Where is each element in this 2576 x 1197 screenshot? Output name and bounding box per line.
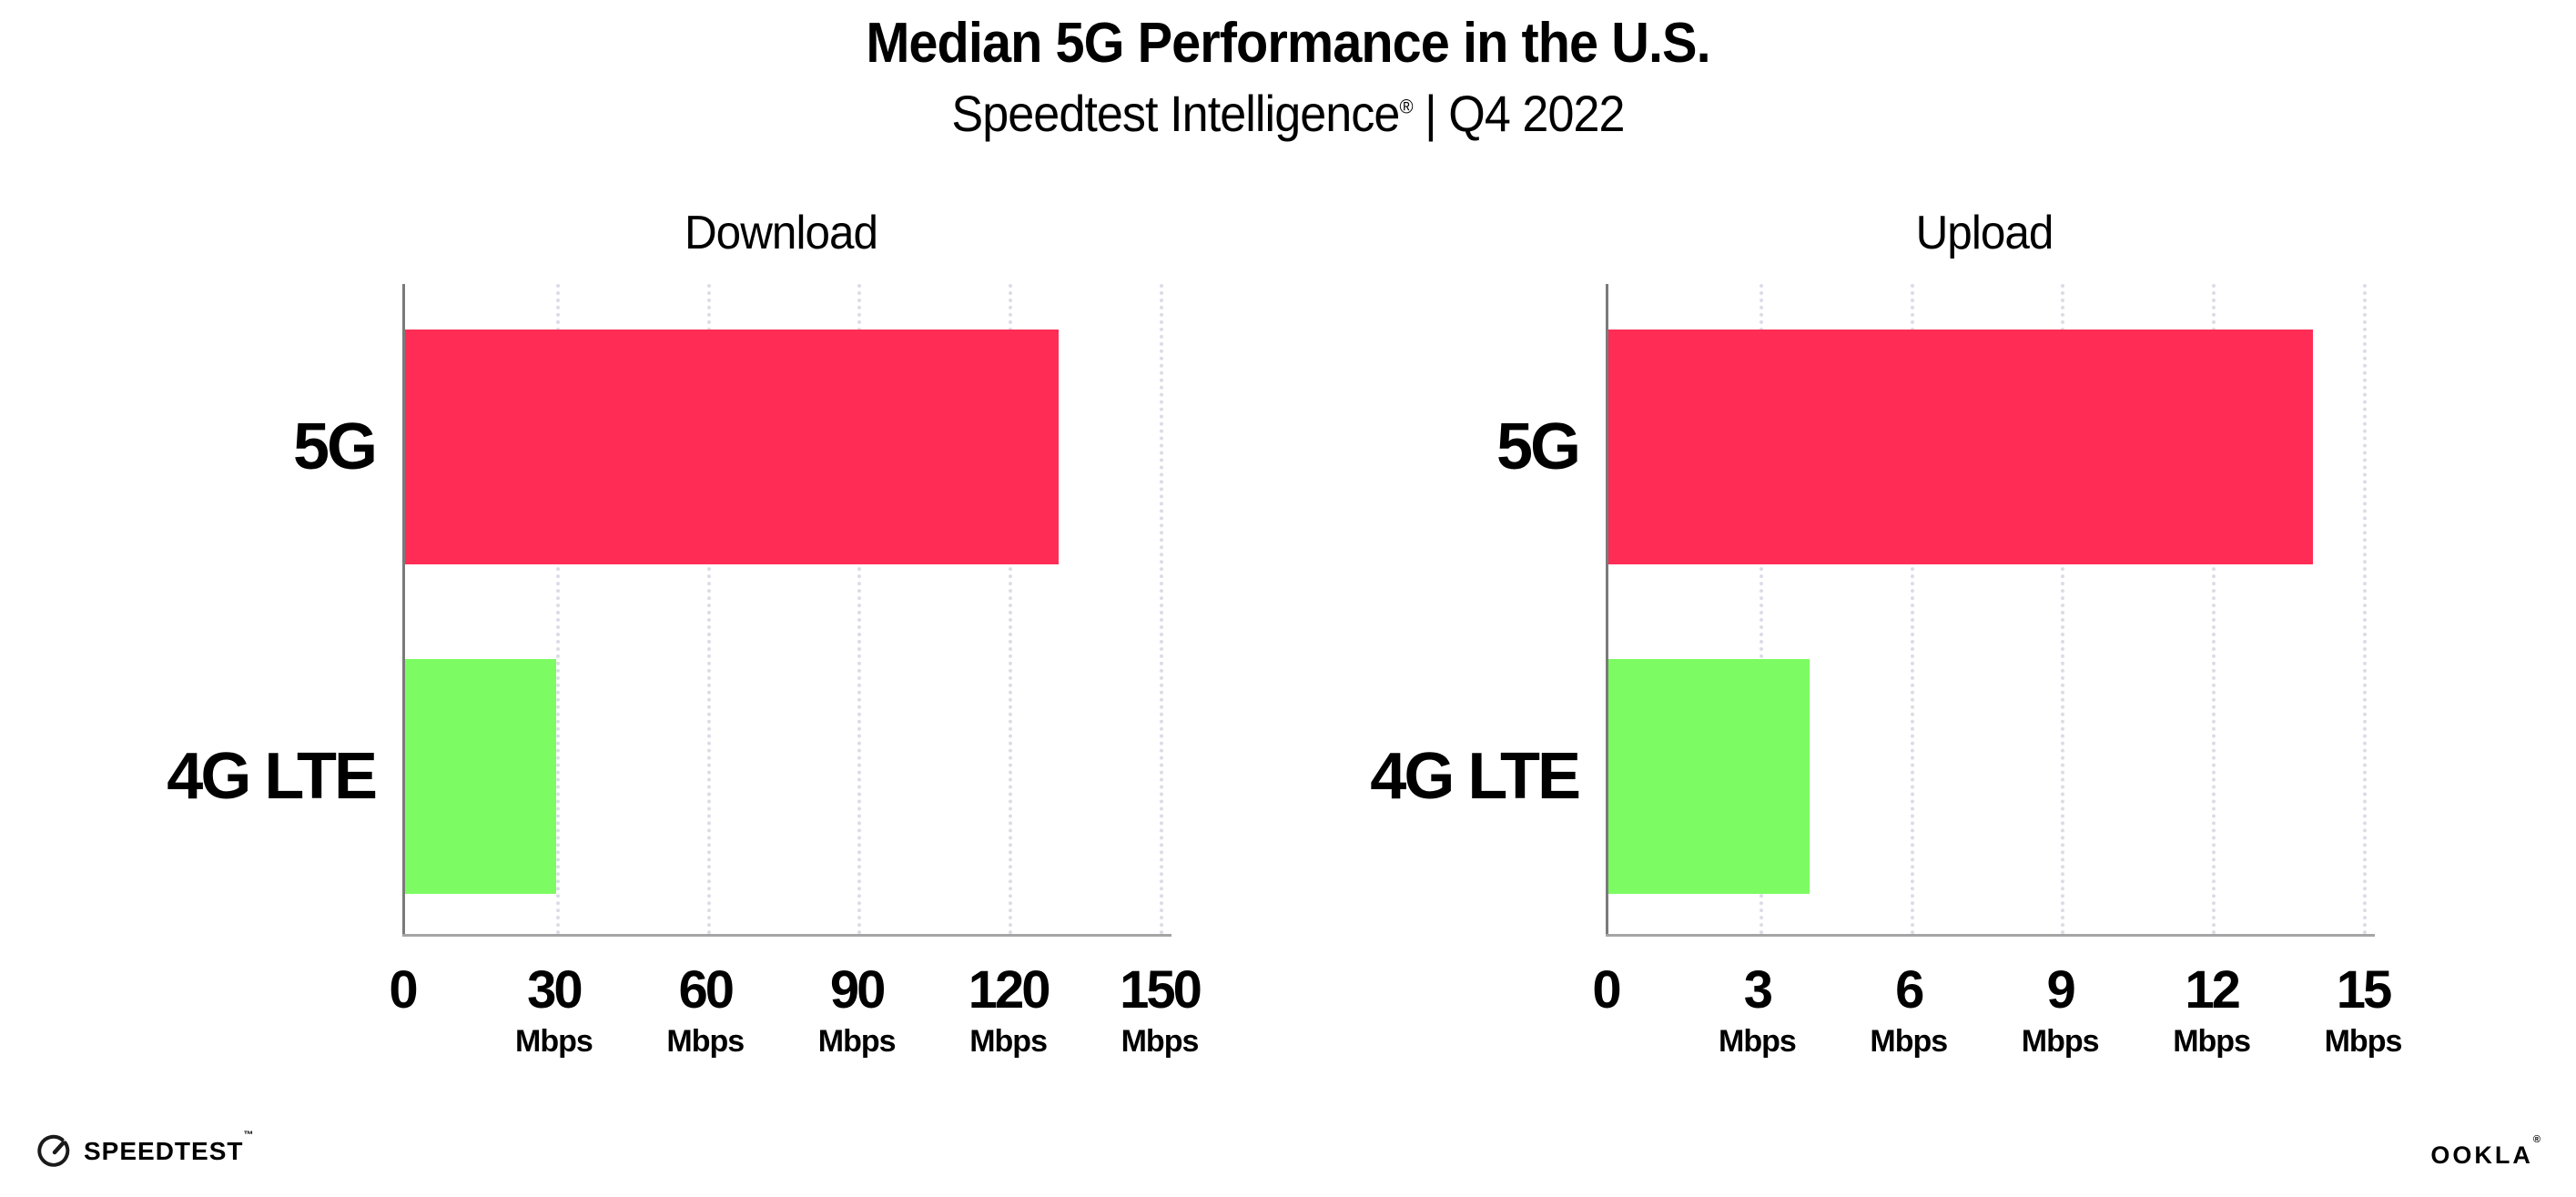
download-x-tick-value-120: 120 xyxy=(968,960,1051,1020)
charts-container: Download 5G 4G LTE 0 30 Mbps 60 Mbps 90 Mbps 120… xyxy=(0,206,2576,1060)
download-x-tick-90: 90 Mbps xyxy=(817,960,897,1060)
footer: SPEEDTEST™ OOKLA® xyxy=(0,1115,2576,1197)
speedtest-tm-mark: ™ xyxy=(243,1130,255,1141)
ookla-logo: OOKLA® xyxy=(2430,1134,2543,1170)
upload-gridline-12 xyxy=(2212,284,2216,936)
download-x-axis: 0 30 Mbps 60 Mbps 90 Mbps 120 Mbps 150 Mbps xyxy=(389,935,1202,1060)
upload-x-tick-15: 15 Mbps xyxy=(2324,960,2403,1060)
upload-bar-5g xyxy=(1608,330,2313,565)
download-gridline-90 xyxy=(857,284,862,936)
download-x-tick-value-0: 0 xyxy=(389,960,418,1020)
download-x-tick-value-30: 30 xyxy=(527,960,583,1020)
upload-plot-area xyxy=(1606,284,2375,938)
upload-x-tick-unit-15: Mbps xyxy=(2324,1024,2403,1060)
upload-x-tick-6: 6 Mbps xyxy=(1870,960,1948,1060)
category-label-5g: 5G xyxy=(1496,411,1581,484)
upload-gridline-9 xyxy=(2061,284,2065,936)
upload-x-tick-value-0: 0 xyxy=(1592,960,1621,1020)
upload-x-tick-0: 0 xyxy=(1592,960,1621,1020)
download-plot-wrap: 5G 4G LTE xyxy=(138,284,1171,938)
download-gridline-120 xyxy=(1009,284,1013,936)
upload-plot-wrap: 5G 4G LTE xyxy=(1342,284,2375,938)
download-x-tick-unit-120: Mbps xyxy=(969,1024,1048,1060)
download-chart-title: Download xyxy=(684,207,878,260)
download-x-tick-value-90: 90 xyxy=(829,960,887,1020)
category-label-4g-lte: 4G LTE xyxy=(1370,740,1581,814)
download-x-tick-unit-150: Mbps xyxy=(1121,1024,1200,1060)
category-label-5g: 5G xyxy=(292,411,378,484)
download-gridline-30 xyxy=(555,284,560,936)
upload-gridlines xyxy=(1608,284,2367,936)
download-x-tick-value-150: 150 xyxy=(1120,960,1202,1020)
download-bar-5g xyxy=(405,330,1060,565)
upload-x-tick-value-15: 15 xyxy=(2336,960,2393,1020)
download-x-tick-120: 120 Mbps xyxy=(968,960,1051,1060)
ookla-registered-mark: ® xyxy=(2532,1134,2543,1145)
download-x-tick-value-60: 60 xyxy=(678,960,735,1020)
upload-bar-row-4g-lte xyxy=(1608,659,2363,895)
upload-category-labels: 5G 4G LTE xyxy=(1342,284,1606,935)
download-category-labels: 5G 4G LTE xyxy=(138,284,402,935)
upload-x-tick-value-12: 12 xyxy=(2185,960,2241,1020)
upload-bar-row-5g xyxy=(1608,330,2363,565)
download-bar-4g-lte xyxy=(405,659,556,895)
download-x-tick-unit-30: Mbps xyxy=(515,1024,593,1060)
download-x-tick-60: 60 Mbps xyxy=(666,960,745,1060)
upload-chart-title: Upload xyxy=(1915,207,2054,260)
speedtest-wordmark: SPEEDTEST™ xyxy=(84,1130,255,1165)
upload-x-tick-value-9: 9 xyxy=(2046,960,2076,1020)
upload-gridline-15 xyxy=(2363,284,2367,936)
download-x-tick-unit-60: Mbps xyxy=(666,1024,745,1060)
download-gridline-60 xyxy=(706,284,711,936)
upload-x-tick-9: 9 Mbps xyxy=(2021,960,2100,1060)
speedtest-logo: SPEEDTEST™ xyxy=(36,1130,255,1170)
download-x-tick-150: 150 Mbps xyxy=(1120,960,1202,1060)
upload-x-tick-unit-3: Mbps xyxy=(1719,1024,1797,1060)
download-x-tick-unit-90: Mbps xyxy=(817,1024,897,1060)
upload-x-axis: 0 3 Mbps 6 Mbps 9 Mbps 12 Mbps 15 Mbps xyxy=(1592,935,2402,1060)
registered-mark: ® xyxy=(1399,95,1413,118)
download-bar-row-4g-lte xyxy=(405,659,1160,895)
upload-x-axis-line xyxy=(1606,934,2375,938)
upload-x-tick-unit-12: Mbps xyxy=(2173,1024,2251,1060)
ookla-wordmark: OOKLA xyxy=(2430,1141,2533,1169)
subtitle-period: | Q4 2022 xyxy=(1412,85,1625,143)
download-bars xyxy=(405,284,1160,935)
download-chart-panel: Download 5G 4G LTE 0 30 Mbps 60 Mbps 90 Mbps 120… xyxy=(138,206,1202,1060)
upload-bars xyxy=(1608,284,2363,935)
upload-x-tick-3: 3 Mbps xyxy=(1719,960,1797,1060)
speedtest-gauge-icon xyxy=(37,1134,70,1167)
upload-x-tick-unit-6: Mbps xyxy=(1870,1024,1948,1060)
upload-x-tick-12: 12 Mbps xyxy=(2173,960,2251,1060)
download-x-tick-0: 0 xyxy=(389,960,418,1020)
upload-x-tick-unit-9: Mbps xyxy=(2021,1024,2100,1060)
upload-gridline-6 xyxy=(1910,284,1914,936)
upload-gridline-3 xyxy=(1759,284,1763,936)
download-plot-area xyxy=(402,284,1171,938)
upload-chart-panel: Upload 5G 4G LTE 0 3 Mbps 6 Mbps 9 Mbps 12 Mbps 15… xyxy=(1342,206,2402,1060)
upload-bar-4g-lte xyxy=(1608,659,1810,895)
category-label-4g-lte: 4G LTE xyxy=(167,740,378,814)
page-subtitle: Speedtest Intelligence® | Q4 2022 xyxy=(90,83,2486,144)
upload-x-tick-value-6: 6 xyxy=(1895,960,1924,1020)
download-bar-row-5g xyxy=(405,330,1160,565)
download-x-tick-30: 30 Mbps xyxy=(515,964,593,1060)
download-gridlines xyxy=(405,284,1163,936)
page-title: Median 5G Performance in the U.S. xyxy=(866,12,1710,75)
upload-x-tick-value-3: 3 xyxy=(1743,960,1773,1020)
download-x-axis-line xyxy=(402,934,1171,938)
header: Median 5G Performance in the U.S. Speedt… xyxy=(0,0,2576,144)
download-gridline-150 xyxy=(1160,284,1163,936)
subtitle-brand: Speedtest Intelligence xyxy=(951,85,1400,143)
